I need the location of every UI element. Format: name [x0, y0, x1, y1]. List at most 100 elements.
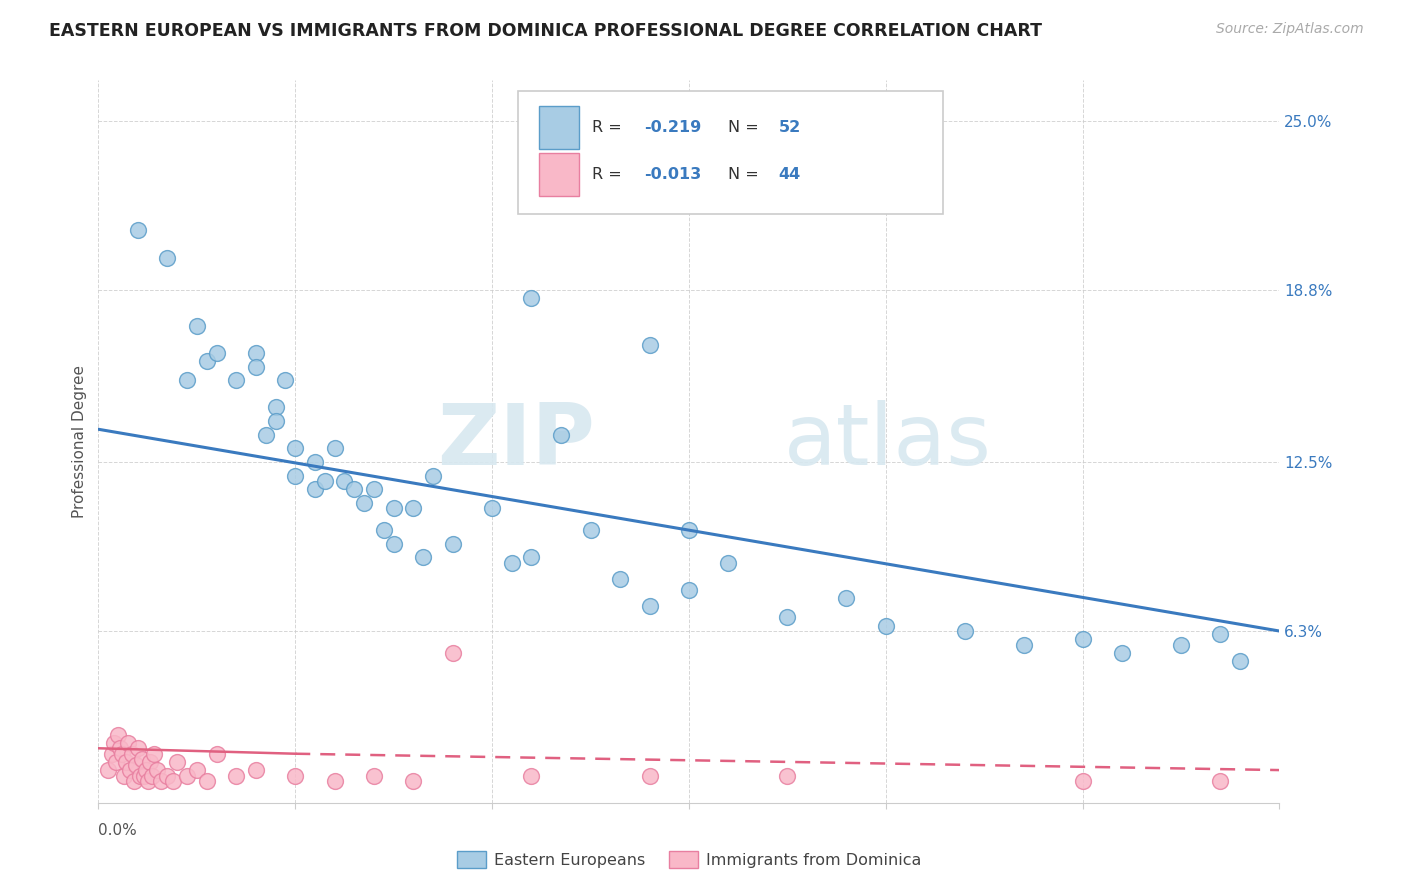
Text: -0.013: -0.013	[644, 167, 702, 182]
Point	[609, 572, 631, 586]
Point	[205, 346, 228, 360]
Point	[638, 599, 661, 614]
Point	[412, 550, 434, 565]
Point	[953, 624, 976, 638]
Text: R =: R =	[592, 167, 627, 182]
Point	[245, 359, 267, 374]
Point	[304, 455, 326, 469]
Text: 52: 52	[779, 120, 801, 135]
Point	[141, 768, 163, 782]
Point	[162, 774, 184, 789]
Point	[304, 482, 326, 496]
Point	[776, 610, 799, 624]
Point	[138, 755, 160, 769]
Point	[245, 346, 267, 360]
Point	[382, 537, 405, 551]
Point	[146, 763, 169, 777]
Point	[776, 768, 799, 782]
Point	[105, 755, 128, 769]
Point	[284, 442, 307, 456]
Point	[1209, 626, 1232, 640]
Point	[678, 523, 700, 537]
Point	[422, 468, 444, 483]
Point	[441, 646, 464, 660]
Point	[835, 591, 858, 606]
FancyBboxPatch shape	[538, 153, 579, 195]
Text: N =: N =	[728, 120, 763, 135]
Text: 0.0%: 0.0%	[98, 823, 138, 838]
Point	[1012, 638, 1035, 652]
Point	[115, 755, 138, 769]
Text: R =: R =	[592, 120, 627, 135]
Point	[678, 583, 700, 598]
Point	[156, 768, 179, 782]
Point	[156, 251, 179, 265]
Point	[284, 468, 307, 483]
Point	[875, 618, 897, 632]
Point	[254, 427, 277, 442]
Text: Source: ZipAtlas.com: Source: ZipAtlas.com	[1216, 22, 1364, 37]
Point	[97, 763, 120, 777]
Point	[373, 523, 395, 537]
Point	[501, 556, 523, 570]
Point	[323, 442, 346, 456]
Text: atlas: atlas	[783, 400, 991, 483]
Point	[132, 768, 155, 782]
Point	[520, 550, 543, 565]
Point	[402, 501, 425, 516]
FancyBboxPatch shape	[538, 106, 579, 149]
Text: N =: N =	[728, 167, 763, 182]
Point	[1170, 638, 1192, 652]
Point	[101, 747, 124, 761]
Point	[107, 728, 129, 742]
Point	[125, 757, 148, 772]
Point	[117, 736, 139, 750]
Point	[363, 768, 385, 782]
Point	[118, 763, 141, 777]
Text: EASTERN EUROPEAN VS IMMIGRANTS FROM DOMINICA PROFESSIONAL DEGREE CORRELATION CHA: EASTERN EUROPEAN VS IMMIGRANTS FROM DOMI…	[49, 22, 1042, 40]
Point	[264, 414, 287, 428]
Point	[186, 318, 208, 333]
Point	[1229, 654, 1251, 668]
Point	[323, 774, 346, 789]
Point	[111, 747, 134, 761]
Point	[343, 482, 366, 496]
Point	[520, 768, 543, 782]
Point	[136, 774, 159, 789]
Legend: Eastern Europeans, Immigrants from Dominica: Eastern Europeans, Immigrants from Domin…	[450, 845, 928, 874]
Point	[108, 741, 131, 756]
Point	[142, 747, 165, 761]
FancyBboxPatch shape	[517, 91, 943, 214]
Text: ZIP: ZIP	[437, 400, 595, 483]
Point	[274, 373, 297, 387]
Point	[520, 292, 543, 306]
Point	[1071, 632, 1094, 647]
Point	[176, 373, 198, 387]
Point	[122, 774, 145, 789]
Point	[131, 752, 153, 766]
Point	[135, 763, 157, 777]
Point	[103, 736, 125, 750]
Point	[195, 774, 218, 789]
Point	[225, 373, 247, 387]
Point	[363, 482, 385, 496]
Point	[166, 755, 188, 769]
Point	[195, 354, 218, 368]
Point	[284, 768, 307, 782]
Point	[353, 496, 375, 510]
Point	[1209, 774, 1232, 789]
Point	[481, 501, 503, 516]
Point	[205, 747, 228, 761]
Point	[579, 523, 602, 537]
Y-axis label: Professional Degree: Professional Degree	[72, 365, 87, 518]
Point	[1111, 646, 1133, 660]
Point	[402, 774, 425, 789]
Point	[382, 501, 405, 516]
Point	[121, 747, 143, 761]
Point	[441, 537, 464, 551]
Text: 44: 44	[779, 167, 801, 182]
Point	[550, 427, 572, 442]
Point	[127, 741, 149, 756]
Point	[112, 768, 135, 782]
Point	[638, 768, 661, 782]
